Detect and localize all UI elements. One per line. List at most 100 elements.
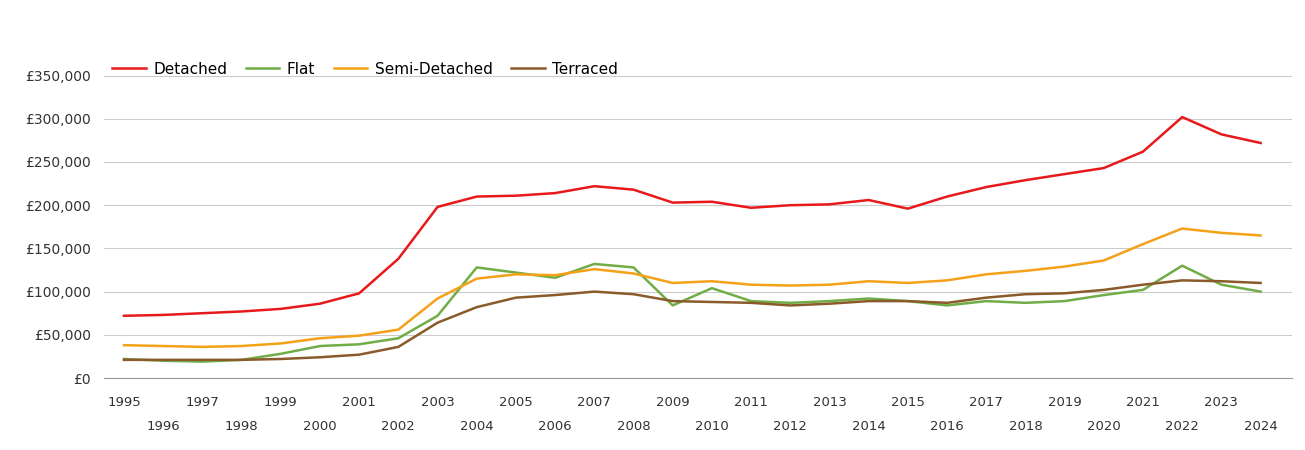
Detached xyxy=(508,193,523,198)
Detached xyxy=(744,205,760,211)
Terraced xyxy=(116,357,132,363)
Flat xyxy=(705,285,720,291)
Semi-Detached xyxy=(351,333,367,338)
Flat xyxy=(1214,282,1229,288)
Terraced xyxy=(1174,278,1190,283)
Semi-Detached xyxy=(273,341,288,346)
Semi-Detached xyxy=(822,282,838,288)
Terraced xyxy=(1018,292,1034,297)
Detached xyxy=(234,309,249,314)
Flat xyxy=(547,275,562,280)
Semi-Detached xyxy=(1057,264,1073,269)
Flat xyxy=(1057,298,1073,304)
Flat xyxy=(390,336,406,341)
Semi-Detached xyxy=(1018,268,1034,274)
Terraced xyxy=(861,298,877,304)
Semi-Detached xyxy=(468,276,484,281)
Detached xyxy=(547,190,562,196)
Terraced xyxy=(155,357,171,363)
Text: 1995: 1995 xyxy=(107,396,141,409)
Terraced xyxy=(1253,280,1268,286)
Flat xyxy=(625,265,641,270)
Flat xyxy=(468,265,484,270)
Terraced xyxy=(900,298,916,304)
Flat xyxy=(234,357,249,363)
Detached xyxy=(705,199,720,204)
Detached xyxy=(273,306,288,311)
Legend: Detached, Flat, Semi-Detached, Terraced: Detached, Flat, Semi-Detached, Terraced xyxy=(112,62,619,76)
Line: Semi-Detached: Semi-Detached xyxy=(124,229,1261,347)
Detached xyxy=(312,301,328,306)
Flat xyxy=(312,343,328,349)
Flat xyxy=(194,359,210,364)
Terraced xyxy=(468,305,484,310)
Flat xyxy=(940,303,955,308)
Detached xyxy=(429,204,445,210)
Terraced xyxy=(822,301,838,306)
Flat xyxy=(744,298,760,304)
Text: 2016: 2016 xyxy=(930,420,964,433)
Text: 2024: 2024 xyxy=(1244,420,1278,433)
Detached xyxy=(1018,177,1034,183)
Flat xyxy=(1135,287,1151,292)
Detached xyxy=(1096,165,1112,171)
Semi-Detached xyxy=(861,279,877,284)
Terraced xyxy=(664,298,680,304)
Flat xyxy=(1096,292,1112,298)
Terraced xyxy=(273,356,288,362)
Text: 2011: 2011 xyxy=(735,396,769,409)
Flat xyxy=(116,356,132,362)
Flat xyxy=(351,342,367,347)
Detached xyxy=(468,194,484,199)
Text: 2009: 2009 xyxy=(656,396,689,409)
Semi-Detached xyxy=(390,327,406,332)
Terraced xyxy=(351,352,367,357)
Flat xyxy=(664,303,680,308)
Terraced xyxy=(234,357,249,363)
Detached xyxy=(351,291,367,296)
Semi-Detached xyxy=(1096,258,1112,263)
Text: 1998: 1998 xyxy=(224,420,258,433)
Flat xyxy=(1253,289,1268,294)
Terraced xyxy=(625,292,641,297)
Detached xyxy=(1253,140,1268,146)
Flat xyxy=(783,300,799,306)
Detached xyxy=(116,313,132,319)
Semi-Detached xyxy=(155,343,171,349)
Semi-Detached xyxy=(586,266,602,272)
Text: 2006: 2006 xyxy=(538,420,572,433)
Text: 2001: 2001 xyxy=(342,396,376,409)
Text: 2014: 2014 xyxy=(852,420,886,433)
Flat xyxy=(1174,263,1190,268)
Detached xyxy=(1174,114,1190,120)
Terraced xyxy=(547,292,562,298)
Semi-Detached xyxy=(940,278,955,283)
Detached xyxy=(900,206,916,211)
Terraced xyxy=(194,357,210,363)
Semi-Detached xyxy=(705,279,720,284)
Detached xyxy=(586,184,602,189)
Semi-Detached xyxy=(234,343,249,349)
Text: 2015: 2015 xyxy=(891,396,925,409)
Text: 2003: 2003 xyxy=(420,396,454,409)
Detached xyxy=(861,197,877,202)
Terraced xyxy=(1135,282,1151,288)
Detached xyxy=(979,184,994,190)
Text: 2004: 2004 xyxy=(459,420,493,433)
Line: Flat: Flat xyxy=(124,264,1261,362)
Detached xyxy=(940,194,955,199)
Text: 1997: 1997 xyxy=(185,396,219,409)
Semi-Detached xyxy=(1253,233,1268,238)
Semi-Detached xyxy=(625,271,641,276)
Flat xyxy=(586,261,602,267)
Flat xyxy=(822,298,838,304)
Terraced xyxy=(508,295,523,300)
Terraced xyxy=(940,300,955,306)
Text: 2002: 2002 xyxy=(381,420,415,433)
Flat xyxy=(429,313,445,319)
Semi-Detached xyxy=(429,296,445,301)
Terraced xyxy=(1214,279,1229,284)
Semi-Detached xyxy=(1174,226,1190,231)
Text: 2020: 2020 xyxy=(1087,420,1121,433)
Detached xyxy=(822,202,838,207)
